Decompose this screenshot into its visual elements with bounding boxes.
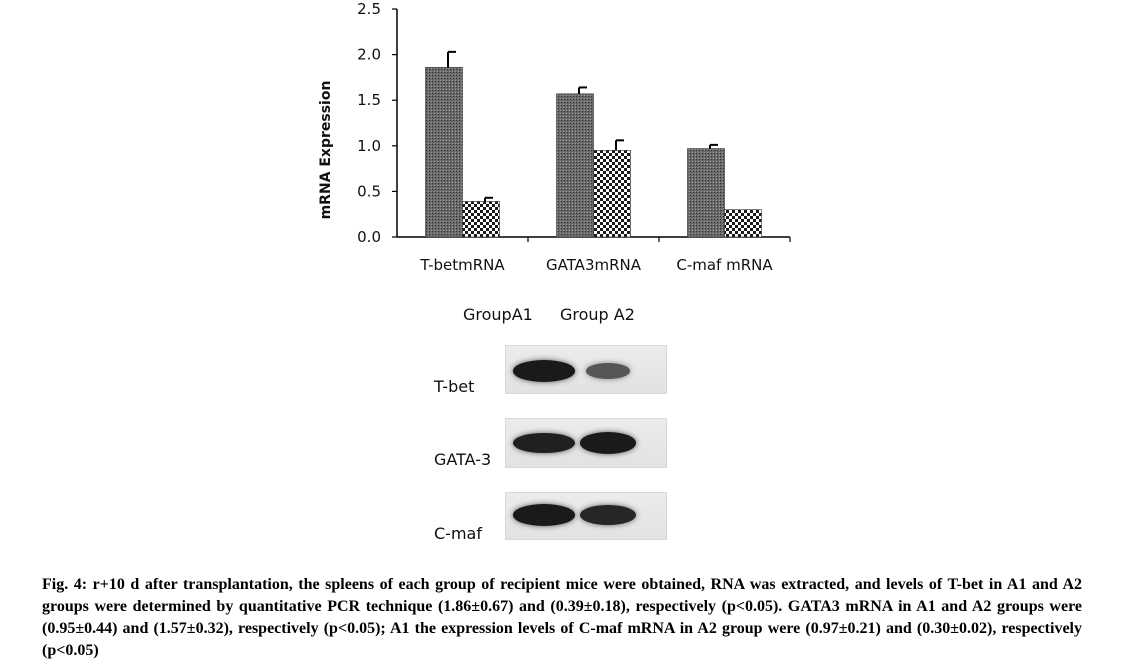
blot-band-a2 (580, 432, 636, 454)
blot-band-a1 (513, 504, 575, 526)
blot-label-t-bet: T-bet (434, 377, 475, 396)
blot-label-c-maf: C-maf (434, 524, 482, 543)
blot-strip (505, 492, 667, 540)
blot-strip (505, 345, 667, 394)
blot-band-a1 (513, 360, 575, 382)
blot-header-group-a1: GroupA1 (463, 305, 533, 324)
y-tick-label: 0.5 (357, 182, 381, 200)
x-tick-label: C-maf mRNA (676, 256, 773, 274)
bar-series-2 (462, 201, 500, 238)
blot-band-a1 (513, 432, 575, 454)
blot-band-a2 (580, 504, 636, 526)
y-tick-label: 1.5 (357, 91, 381, 109)
bar-series-2 (593, 150, 631, 238)
figure-caption: Fig. 4: r+10 d after transplantation, th… (42, 576, 1082, 659)
y-tick-label: 2.0 (357, 46, 381, 64)
bar-chart: 0.0 0.5 1.0 1.5 2.0 2.5 mRNA Expression T-betmR… (318, 0, 791, 274)
bar-series-2 (724, 209, 762, 238)
y-tick-label: 2.5 (357, 0, 381, 18)
bar-series-1 (425, 67, 463, 238)
blot-label-gata-3: GATA-3 (434, 450, 492, 469)
x-tick-label: T-betmRNA (419, 256, 505, 274)
bar-series-1 (556, 93, 594, 238)
bar-series-1 (687, 148, 725, 238)
blot-header-group-a2: Group A2 (560, 305, 635, 324)
blot-band-a2 (586, 363, 630, 379)
y-tick-label: 1.0 (357, 137, 381, 155)
y-axis-label: mRNA Expression (318, 81, 334, 220)
blot-strip (505, 418, 667, 468)
x-tick-label: GATA3mRNA (546, 256, 642, 274)
y-tick-label: 0.0 (357, 228, 381, 246)
